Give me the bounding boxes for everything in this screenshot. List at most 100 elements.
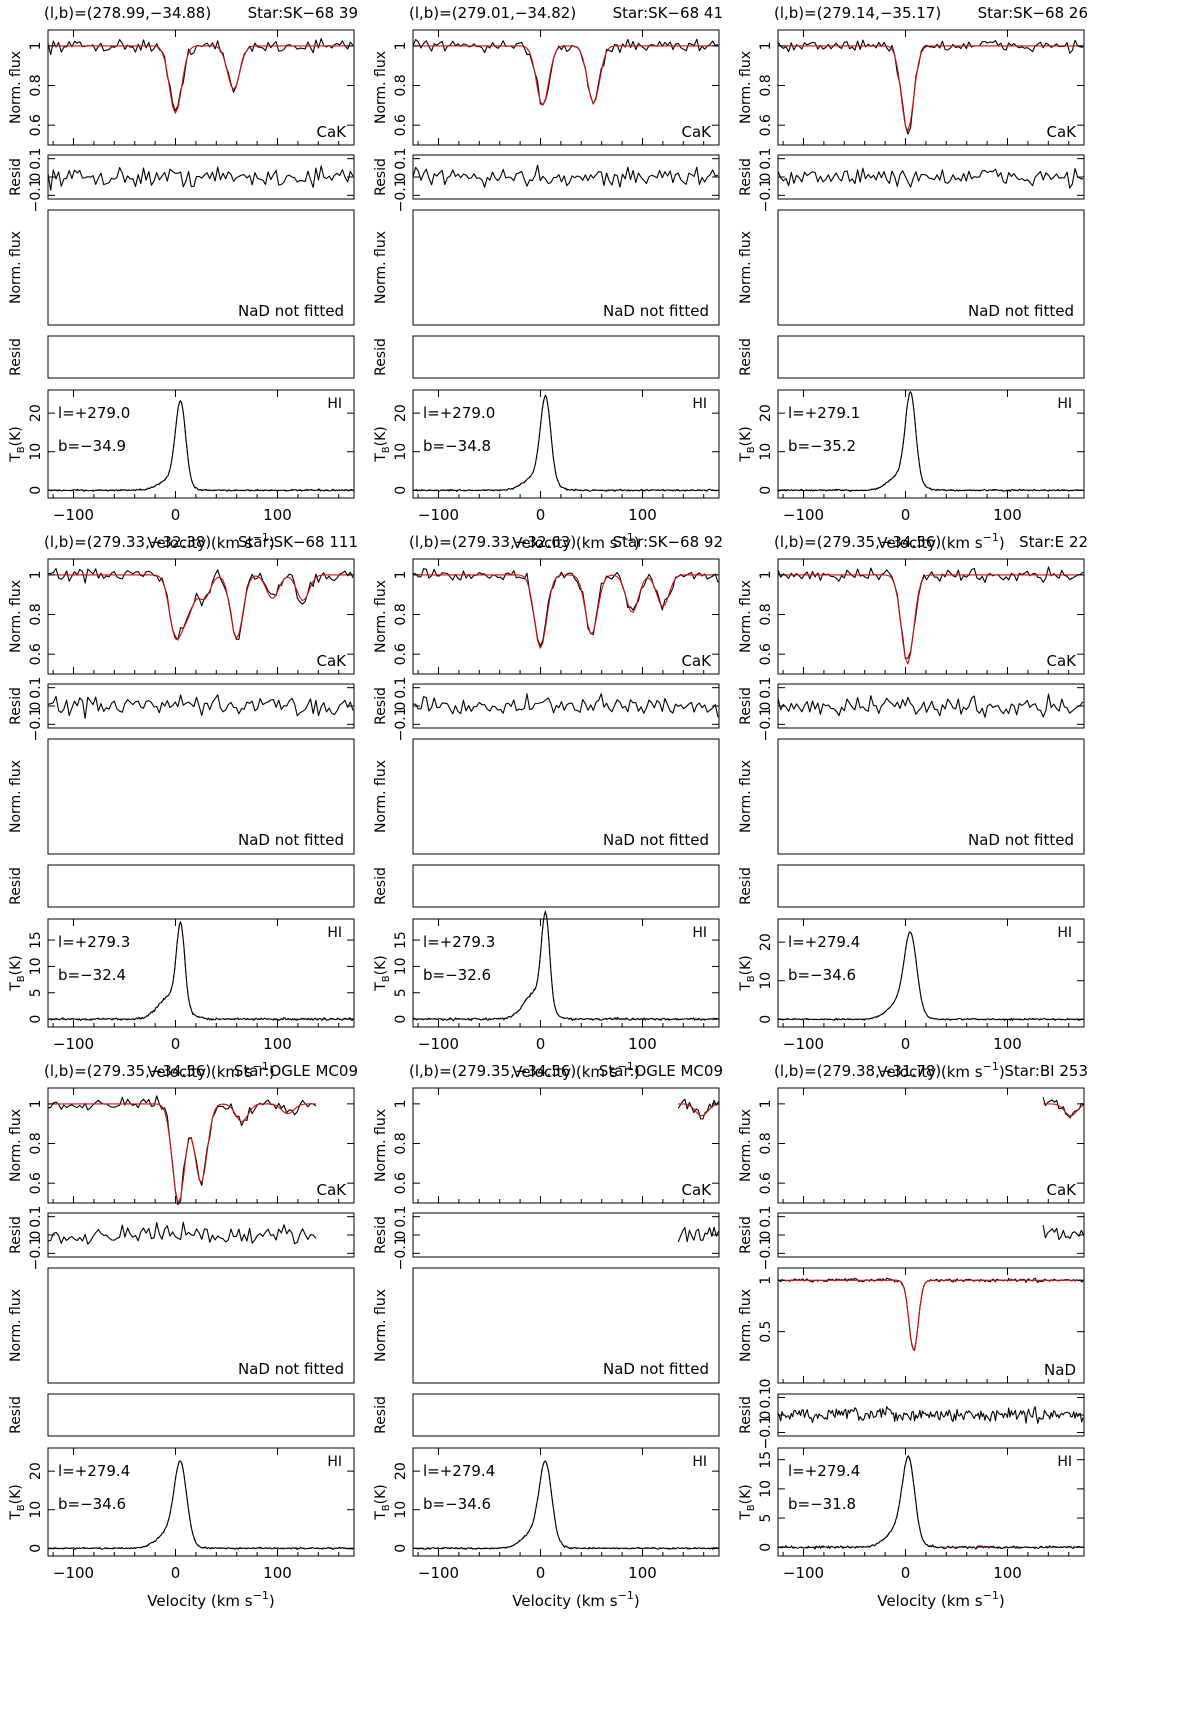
- hi-l-label: l=+279.4: [788, 933, 860, 951]
- panel-star: Star:SK−68 41: [613, 4, 723, 22]
- nad-label: NaD: [1044, 1361, 1076, 1379]
- cak-frame: [412, 558, 720, 675]
- resid-ytick-label: 0: [393, 1231, 409, 1240]
- cak-frame: [412, 1087, 720, 1204]
- hi-xtick-label: 0: [536, 506, 546, 524]
- panel-star: Star:E 22: [1019, 533, 1088, 551]
- xaxis-label: Velocity (km s−1): [512, 531, 639, 552]
- cak-fit-line: [1043, 1103, 1084, 1117]
- hi-xtick-label: −100: [783, 506, 824, 524]
- xaxis-label-close: ): [999, 1063, 1005, 1081]
- cak-ylabel: Norm. flux: [8, 1109, 24, 1182]
- cak-fit-line: [48, 1103, 316, 1204]
- xaxis-label-close: ): [634, 1063, 640, 1081]
- hi-xtick-label: −100: [418, 506, 459, 524]
- cak-resid-line: [47, 1221, 317, 1245]
- panel-coords: (l,b)=(279.35,−34.56): [774, 533, 941, 551]
- hi-ylabel-main: T: [8, 982, 24, 992]
- cak-ytick-label: 1: [393, 570, 409, 579]
- hi-xtick-label: −100: [53, 506, 94, 524]
- cak-frame: [777, 1087, 1085, 1204]
- nad-not-fitted-label: NaD not fitted: [238, 831, 344, 849]
- hi-frame: [47, 918, 355, 1028]
- hi-ylabel-unit: (K): [373, 955, 389, 975]
- nad-resid-frame: [47, 335, 355, 379]
- hi-xtick-label: −100: [783, 1035, 824, 1053]
- nad-ylabel: Norm. flux: [8, 760, 24, 833]
- cak-ytick-label: 1: [758, 570, 774, 579]
- nad-not-fitted-label: NaD not fitted: [603, 302, 709, 320]
- nad-ylabel: Norm. flux: [8, 1289, 24, 1362]
- hi-xtick-label: 100: [263, 506, 292, 524]
- hi-xtick-label: 0: [901, 506, 911, 524]
- hi-b-label: b=−35.2: [788, 437, 856, 455]
- xaxis-label-text: Velocity (km s: [512, 1592, 618, 1610]
- cak-ytick-label: 1: [393, 1099, 409, 1108]
- resid-ytick-label: 0: [393, 173, 409, 182]
- hi-observed-line: [47, 1460, 354, 1551]
- cak-ytick-label: 0.6: [393, 1172, 409, 1194]
- hi-ylabel-unit: (K): [8, 1484, 24, 1504]
- nad-ylabel: Norm. flux: [373, 1289, 389, 1362]
- hi-label: HI: [692, 925, 707, 941]
- nad-resid-ylabel: Resid: [738, 338, 754, 376]
- panel-coords: (l,b)=(279.35,−34.56): [409, 1062, 576, 1080]
- nad-ylabel: Norm. flux: [738, 231, 754, 304]
- cak-ylabel: Norm. flux: [373, 580, 389, 653]
- cak-label: CaK: [681, 652, 712, 670]
- nad-resid-ylabel: Resid: [8, 867, 24, 905]
- xaxis-label: Velocity (km s−1): [512, 1060, 639, 1081]
- cak-ytick-label: 0.8: [758, 603, 774, 625]
- cak-resid-line: [777, 167, 1084, 189]
- nad-frame: [47, 738, 355, 855]
- nad-resid-ytick-label: 0.1: [758, 1386, 774, 1408]
- hi-ytick-label: 10: [758, 1480, 774, 1498]
- hi-label: HI: [1057, 396, 1072, 412]
- hi-label: HI: [327, 1454, 342, 1470]
- nad-ytick-label: 0: [758, 1379, 774, 1388]
- panel-coords: (l,b)=(279.38,−31.78): [774, 1062, 941, 1080]
- cak-fit-line: [48, 45, 353, 114]
- hi-ylabel-sub: B: [746, 1504, 757, 1511]
- hi-b-label: b=−34.6: [58, 1495, 126, 1513]
- cak-resid-frame: [777, 1212, 1085, 1258]
- hi-observed-line: [412, 394, 719, 492]
- xaxis-label: Velocity (km s−1): [147, 1589, 274, 1610]
- cak-ytick-label: 0.8: [758, 1132, 774, 1154]
- cak-resid-line: [777, 693, 1084, 718]
- panel-3: (l,b)=(279.14,−35.17) Star:SK−68 26 0.6 0.8…: [738, 4, 1088, 552]
- hi-ytick-label: 5: [393, 988, 409, 997]
- hi-ytick-label: 20: [758, 933, 774, 951]
- cak-observed-line: [47, 567, 354, 641]
- hi-ylabel-main: T: [8, 1511, 24, 1521]
- cak-resid-line: [47, 165, 354, 191]
- xaxis-label-close: ): [634, 534, 640, 552]
- cak-fit-line: [678, 1103, 719, 1117]
- panel-star: Star:SK−68 111: [238, 533, 358, 551]
- hi-xtick-label: 0: [171, 1035, 181, 1053]
- cak-ytick-label: 0.6: [758, 1172, 774, 1194]
- hi-xtick-label: 100: [993, 1564, 1022, 1582]
- hi-b-label: b=−34.6: [423, 1495, 491, 1513]
- resid-ytick-label: −0.1: [758, 707, 774, 741]
- nad-frame: [412, 738, 720, 855]
- hi-ylabel: TB(K): [738, 426, 757, 463]
- cak-ytick-label: 0.6: [28, 114, 44, 136]
- hi-ylabel-sub: B: [381, 975, 392, 982]
- hi-ylabel-main: T: [738, 982, 754, 992]
- cak-label: CaK: [681, 123, 712, 141]
- xaxis-label-sup: −1: [618, 531, 634, 544]
- xaxis-label-close: ): [269, 1592, 275, 1610]
- nad-not-fitted-label: NaD not fitted: [238, 302, 344, 320]
- nad-resid-frame: [47, 1393, 355, 1437]
- cak-frame: [412, 29, 720, 146]
- hi-ylabel-unit: (K): [738, 426, 754, 446]
- hi-xtick-label: −100: [783, 1564, 824, 1582]
- hi-ylabel: TB(K): [373, 426, 392, 463]
- cak-label: CaK: [1046, 1181, 1077, 1199]
- hi-ylabel-unit: (K): [373, 1484, 389, 1504]
- cak-fit-line: [413, 45, 718, 106]
- hi-frame: [777, 1447, 1085, 1557]
- hi-ylabel-sub: B: [381, 446, 392, 453]
- hi-ytick-label: 20: [28, 404, 44, 422]
